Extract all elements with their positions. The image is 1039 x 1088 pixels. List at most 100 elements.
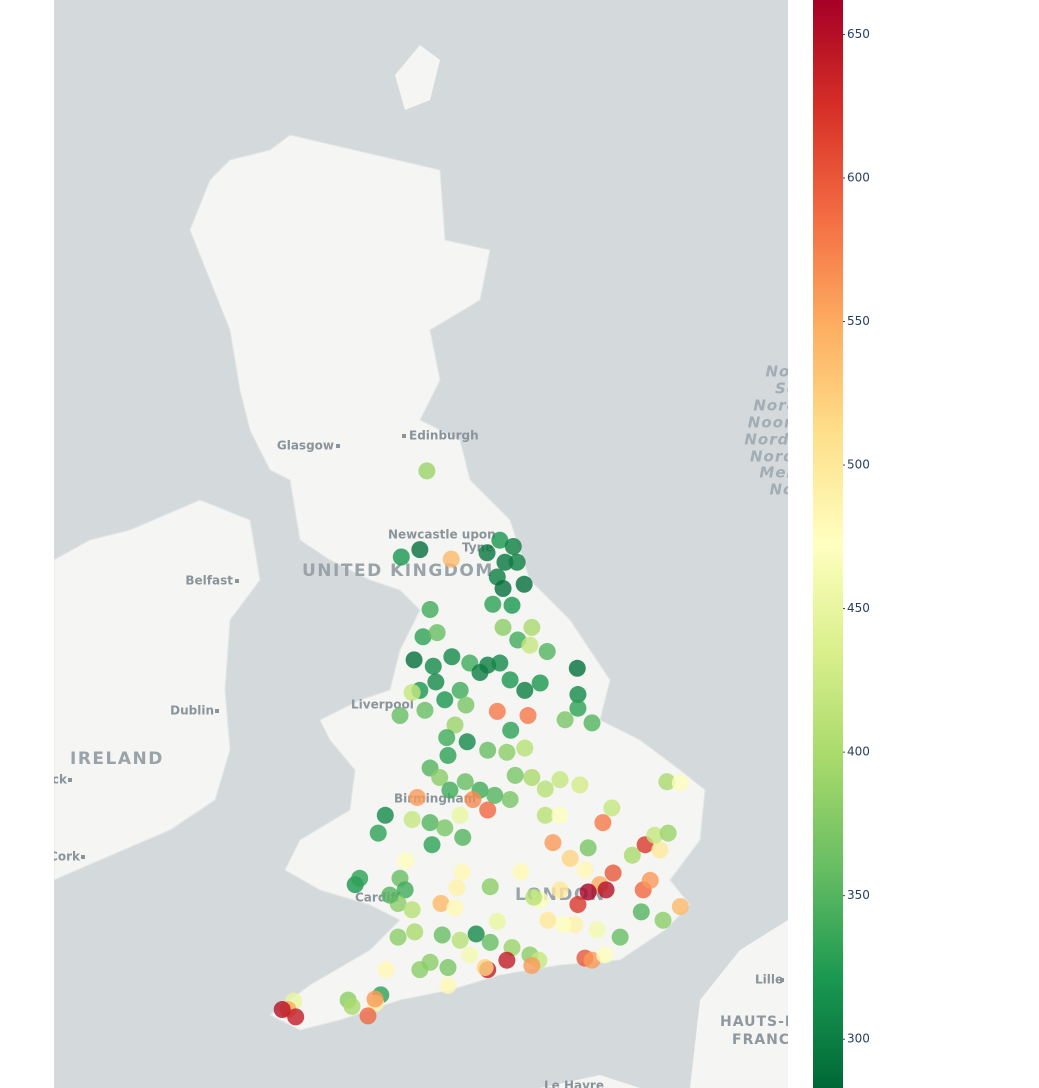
place-label: Le Havre [544,1079,604,1088]
place-label: Edinburgh [409,429,479,443]
map-point [504,538,522,555]
map-point [659,824,677,842]
map-point [588,921,606,939]
map-point [597,881,615,899]
place-dot [68,778,72,782]
colorbar-tick-label: 550 [847,314,870,328]
map-point [392,548,410,566]
map-point [569,686,587,704]
france [540,920,788,1088]
map-point [421,601,439,618]
map-point [488,702,506,720]
map-point [571,776,589,794]
map-point [351,869,369,887]
place-label: FRANCE [732,1032,801,1048]
map-point [496,553,514,571]
colorbar-tick-label: 650 [847,27,870,41]
map-point [287,1008,305,1026]
map-point [464,791,482,809]
place-label: Glasgow [277,439,334,453]
map-point [391,707,409,725]
map-point [523,769,541,786]
orkney [395,45,440,110]
map-point [594,814,612,832]
map-point [498,743,516,761]
map-point [427,673,445,691]
map-point [519,707,537,725]
map-point [448,879,466,897]
map-point [551,806,569,824]
map-point [579,839,597,857]
map-point [442,550,460,568]
place-dot [780,978,784,982]
map-point [651,841,669,859]
place-label: North [765,363,818,381]
map-point [481,878,499,896]
map-point [439,746,457,764]
map-point [525,888,543,906]
map-point [441,781,459,799]
place-label: Nord [770,481,815,499]
map-point [603,799,621,817]
map-point [516,739,534,757]
map-point [498,951,516,969]
map-point [554,916,572,933]
map-point [501,791,519,809]
place-label: Cork [49,850,81,864]
map-point [456,773,474,791]
map-point [502,721,520,739]
map-point [523,618,541,636]
map-point [481,933,499,951]
map-point [432,895,450,912]
colorbar: 300 350 400 450 500 550 600 650 [813,0,870,1088]
map-point [583,951,601,969]
map-point [551,771,569,789]
place-dot [402,434,406,438]
map-point [576,861,594,879]
map-point [421,814,439,832]
map-point [503,596,521,614]
map-point [521,636,539,654]
map-point [416,701,434,719]
place-label: Newcastle upon [388,528,496,542]
map-point [596,946,614,964]
map-point [488,912,506,930]
map-point [471,664,489,681]
map-point [397,851,415,869]
map-point [424,657,442,675]
map-point [436,691,454,709]
map-point [632,903,650,921]
place-label: Birmingham [394,792,476,806]
map-point [343,997,361,1015]
map-point [494,580,512,597]
map-point [411,541,429,559]
place-label: Nordsee [753,397,830,415]
place-label: Lille [755,973,783,987]
map-point [539,911,557,929]
points [273,462,689,1026]
map-point [556,711,574,729]
map-point [604,864,622,882]
colorbar-tick-label: 350 [847,888,870,902]
place-dot [235,579,239,583]
map-point [461,946,479,964]
map-point [611,928,629,946]
map-point [389,928,407,946]
map-point [508,553,526,571]
map-point [579,883,597,901]
place-label: Nordsjön [750,448,834,466]
map-point [446,899,464,917]
map-point [359,1007,377,1025]
map-point [484,595,502,613]
colorbar-tick-label: 500 [847,458,870,472]
map-point [414,628,432,646]
map-point [451,931,469,949]
map-point [516,681,534,699]
map-point [446,716,464,734]
map-point [476,959,494,977]
map-point [418,462,436,480]
map-point [438,729,456,747]
map-point [439,959,457,977]
